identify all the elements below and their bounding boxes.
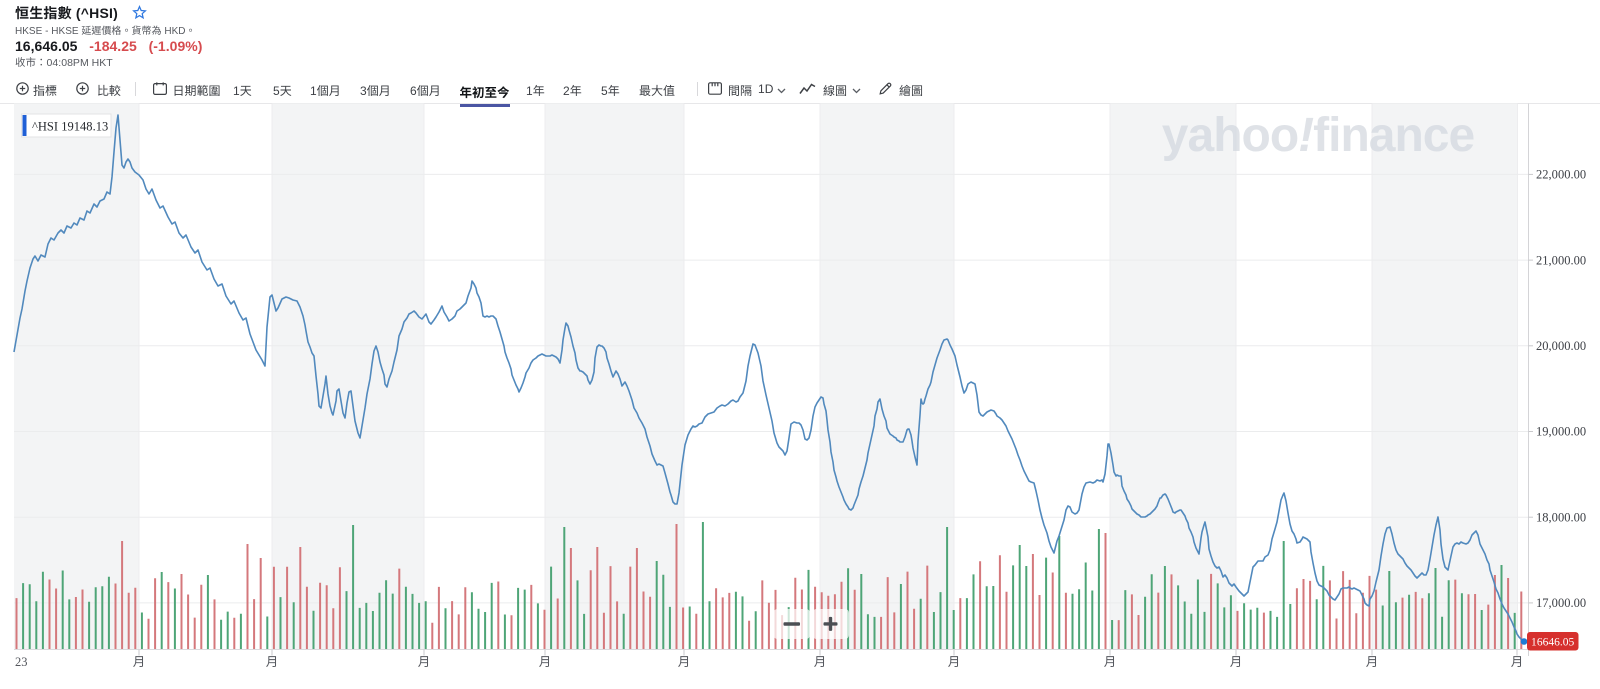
svg-text:月: 月 [1511, 655, 1524, 669]
svg-text:月: 月 [133, 655, 146, 669]
svg-text:23: 23 [15, 655, 28, 669]
svg-text:月: 月 [948, 655, 961, 669]
svg-text:月: 月 [266, 655, 279, 669]
svg-text:月: 月 [418, 655, 431, 669]
svg-text:22,000.00: 22,000.00 [1536, 168, 1586, 182]
svg-text:16646.05: 16646.05 [1531, 637, 1575, 649]
svg-text:月: 月 [678, 655, 691, 669]
svg-text:月: 月 [1366, 655, 1379, 669]
svg-text:18,000.00: 18,000.00 [1536, 510, 1586, 524]
svg-text:20,000.00: 20,000.00 [1536, 339, 1586, 353]
svg-text:月: 月 [814, 655, 827, 669]
svg-text:^HSI 19148.13: ^HSI 19148.13 [32, 120, 108, 134]
svg-text:月: 月 [539, 655, 552, 669]
svg-text:19,000.00: 19,000.00 [1536, 425, 1586, 439]
svg-text:月: 月 [1104, 655, 1117, 669]
svg-text:17,000.00: 17,000.00 [1536, 596, 1586, 610]
svg-text:月: 月 [1230, 655, 1243, 669]
svg-text:21,000.00: 21,000.00 [1536, 253, 1586, 267]
svg-text:yahoo!finance: yahoo!finance [1162, 109, 1475, 162]
